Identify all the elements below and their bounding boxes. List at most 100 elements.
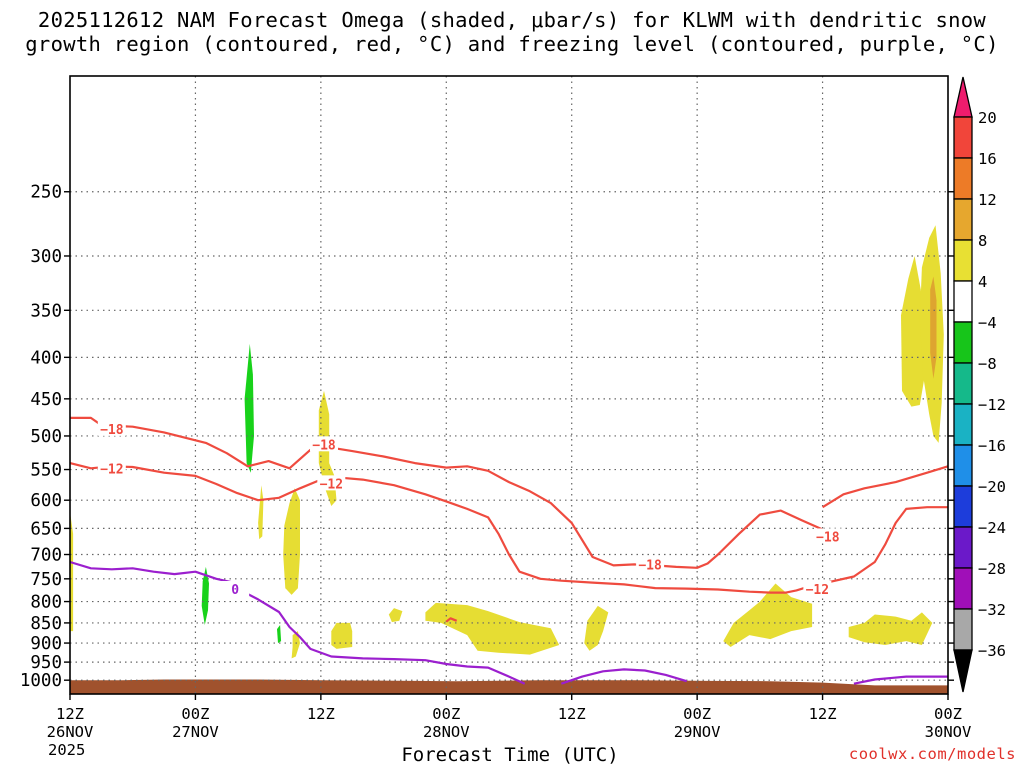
colorbar-label: −16	[978, 437, 1006, 455]
x-tick-label: 29NOV	[674, 723, 721, 741]
x-tick-label: 12Z	[558, 705, 586, 723]
x-tick-label: 12Z	[56, 705, 84, 723]
dgz-contour	[445, 617, 458, 623]
y-tick-label: 550	[30, 461, 62, 481]
x-tick-label: 12Z	[809, 705, 837, 723]
site-credit[interactable]: coolwx.com/models	[848, 745, 1016, 763]
colorbar-swatch	[953, 239, 973, 282]
y-tick-label: 800	[30, 593, 62, 613]
colorbar-label: −32	[978, 601, 1006, 619]
colorbar-top-arrow	[953, 76, 973, 118]
colorbar-label: 16	[978, 150, 997, 168]
y-tick-label: 1000	[20, 671, 62, 691]
y-tick-label: 600	[30, 491, 62, 511]
omega-shade	[425, 602, 560, 655]
colorbar-swatch	[953, 157, 973, 200]
omega-shade	[388, 608, 403, 623]
contour-label-layer: −18 −18 −12 −12 −18 −18 −12 0	[97, 420, 842, 598]
colorbar-swatch	[953, 403, 973, 446]
colorbar-swatch	[953, 608, 973, 651]
colorbar-swatch	[953, 526, 973, 569]
contour-label-bg	[813, 528, 842, 544]
contour-label: −18	[100, 423, 124, 438]
y-tick-label: 300	[30, 247, 62, 267]
y-tick-label: 350	[30, 301, 62, 321]
contour-label: −12	[320, 477, 343, 492]
dgz-contour	[822, 465, 949, 509]
y-tick-label: 950	[30, 653, 62, 673]
omega-shade	[201, 566, 209, 625]
freezing-level-contour	[853, 675, 948, 685]
colorbar-label: 12	[978, 191, 997, 209]
colorbar-swatch	[953, 198, 973, 241]
ground-fill	[70, 679, 948, 694]
contour-label: −18	[638, 558, 662, 573]
omega-shade	[258, 485, 264, 540]
colorbar-swatch	[953, 116, 973, 159]
x-tick-label: 30NOV	[925, 723, 972, 741]
freezing-level-contour	[69, 560, 526, 685]
y-tick-label: 250	[30, 183, 62, 203]
colorbar-label: −8	[978, 355, 997, 373]
grid-layer	[70, 76, 948, 694]
x-tick-label: 27NOV	[172, 723, 219, 741]
contour-label: 0	[231, 583, 239, 598]
x-tick-label: 26NOV	[47, 723, 94, 741]
omega-shade	[584, 605, 609, 651]
contour-label: −12	[100, 462, 123, 477]
colorbar-label: −4	[978, 314, 997, 332]
axes-layer: 2503003504004505005506006507007508008509…	[20, 75, 972, 759]
x-tick-label: 2025	[48, 741, 85, 759]
y-tick-label: 850	[30, 614, 62, 634]
omega-shade	[277, 625, 282, 644]
colorbar-label: −24	[978, 519, 1006, 537]
contour-label-bg	[97, 420, 126, 436]
colorbar-swatch	[953, 362, 973, 405]
x-tick-label: 00Z	[934, 705, 962, 723]
y-tick-label: 400	[30, 348, 62, 368]
y-tick-label: 650	[30, 519, 62, 539]
contour-label-bg	[221, 581, 250, 597]
colorbar-swatch	[953, 485, 973, 528]
colorbar-label: 20	[978, 109, 997, 127]
y-tick-label: 450	[30, 390, 62, 410]
x-tick-label: 00Z	[181, 705, 209, 723]
colorbar-label: 4	[978, 273, 987, 291]
x-axis-label: Forecast Time (UTC)	[401, 744, 619, 766]
omega-shade	[283, 488, 300, 595]
plot-frame	[69, 75, 949, 695]
colorbar-label: −12	[978, 396, 1006, 414]
dgz-contour	[69, 462, 948, 594]
y-tick-label: 700	[30, 546, 62, 566]
contour-label-bg	[97, 460, 126, 476]
dgz-contour	[70, 416, 824, 569]
contour-layer	[69, 416, 949, 685]
omega-shade	[291, 631, 300, 659]
colorbar-swatch	[953, 280, 973, 323]
contour-label-bg	[636, 556, 665, 572]
colorbar-swatch	[953, 321, 973, 364]
y-tick-label: 900	[30, 634, 62, 654]
y-tick-label: 750	[30, 570, 62, 590]
colorbar-swatch	[953, 444, 973, 487]
contour-label: −18	[312, 438, 336, 453]
colorbar-swatch	[953, 567, 973, 610]
colorbar-label: −36	[978, 642, 1006, 660]
contour-label-bg	[803, 581, 832, 597]
omega-shade	[848, 612, 933, 645]
x-tick-label: 00Z	[432, 705, 460, 723]
title-line-2: growth region (contoured, red, °C) and f…	[25, 32, 999, 56]
y-tick-label: 500	[30, 427, 62, 447]
colorbar-label: −20	[978, 478, 1006, 496]
contour-label: −12	[806, 583, 829, 598]
chart-title: 2025112612 NAM Forecast Omega (shaded, μ…	[0, 8, 1024, 56]
freezing-level-contour	[560, 668, 688, 685]
contour-label: −18	[816, 530, 840, 545]
omega-shade	[723, 583, 813, 647]
omega-shade	[331, 622, 353, 649]
omega-shade	[930, 276, 937, 379]
title-line-1: 2025112612 NAM Forecast Omega (shaded, μ…	[37, 8, 987, 32]
colorbar-label: 8	[978, 232, 987, 250]
colorbar-bottom-arrow	[953, 649, 973, 693]
